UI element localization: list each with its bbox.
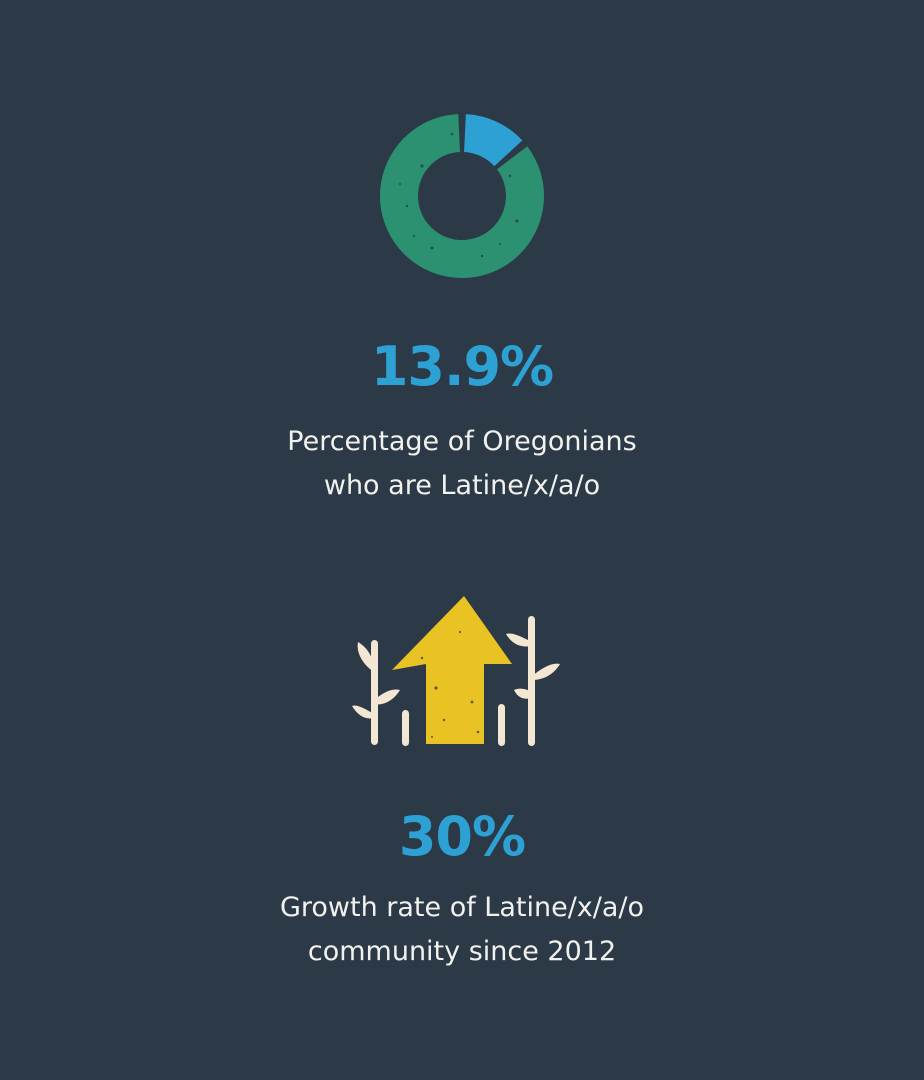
sprout-left-icon <box>352 640 400 745</box>
stat-1-value: 13.9% <box>370 335 554 398</box>
stat-2-description: Growth rate of Latine/x/a/o community si… <box>0 886 924 974</box>
stat-1-description: Percentage of Oregonians who are Latine/… <box>0 420 924 508</box>
sprout-right-icon <box>506 616 560 746</box>
arrow-texture <box>420 630 480 738</box>
donut-texture <box>399 132 519 258</box>
stat-2-value: 30% <box>398 805 526 868</box>
stat-1-icon-wrap <box>0 110 924 282</box>
stat-1-description-line-2: who are Latine/x/a/o <box>323 470 601 501</box>
growth-arrow-icon <box>352 596 560 746</box>
up-arrow-shape <box>392 596 512 744</box>
sprout-stub-left-icon <box>402 710 409 746</box>
donut-chart-icon <box>380 114 544 278</box>
donut-remainder-segment <box>380 114 544 278</box>
sprout-stub-right-icon <box>498 704 505 746</box>
stat-1-description-line-1: Percentage of Oregonians <box>287 426 637 457</box>
stat-2-description-line-1: Growth rate of Latine/x/a/o <box>279 892 645 923</box>
stat-2-description-line-2: community since 2012 <box>307 936 617 967</box>
stat-2-icon-wrap <box>0 592 924 752</box>
